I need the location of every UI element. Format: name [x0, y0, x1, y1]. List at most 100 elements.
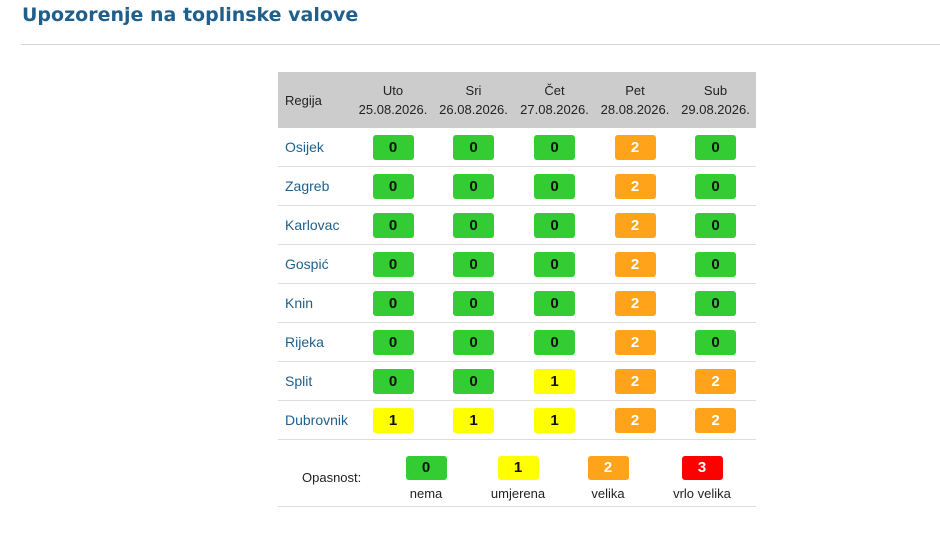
warning-cell: 0 [433, 322, 514, 362]
warning-cell: 0 [675, 128, 756, 167]
warning-cell: 0 [514, 283, 595, 323]
level-badge: 0 [372, 134, 414, 160]
warning-cell: 2 [675, 361, 756, 401]
warning-cell: 1 [514, 361, 595, 401]
level-badge: 1 [534, 407, 575, 433]
region-link[interactable]: Gospić [285, 256, 329, 272]
legend-text: nema [409, 486, 443, 501]
level-badge: 0 [453, 134, 494, 160]
warning-cell: 0 [433, 361, 514, 401]
warning-cell: 2 [595, 128, 675, 167]
warning-cell: 2 [595, 283, 675, 323]
level-badge: 0 [372, 329, 414, 355]
warning-cell: 0 [514, 166, 595, 206]
level-badge: 2 [614, 212, 656, 238]
level-badge: 2 [695, 407, 736, 433]
region-link[interactable]: Dubrovnik [285, 412, 349, 428]
level-badge: 0 [695, 251, 736, 277]
region-cell: Knin [278, 283, 353, 323]
warning-cell: 2 [595, 244, 675, 284]
region-link[interactable]: Karlovac [285, 217, 340, 233]
level-badge: 0 [695, 212, 736, 238]
warning-cell: 0 [675, 244, 756, 284]
day-column-header: Sri 26.08.2026. [433, 72, 514, 128]
level-badge: 0 [695, 290, 736, 316]
warning-cell: 0 [353, 244, 433, 284]
level-badge: 2 [614, 134, 656, 160]
level-badge: 1 [497, 456, 539, 480]
day-column-header: Čet 27.08.2026. [514, 72, 595, 128]
level-badge: 0 [372, 173, 414, 199]
warning-cell: 2 [595, 322, 675, 362]
warning-cell: 1 [433, 400, 514, 440]
level-badge: 0 [372, 368, 414, 394]
warning-cell: 0 [353, 322, 433, 362]
day-name: Pet [625, 83, 645, 98]
table-row: Osijek 0 0 0 2 0 [278, 128, 756, 167]
region-link[interactable]: Split [285, 373, 313, 389]
region-column-header: Regija [278, 72, 353, 128]
region-link[interactable]: Osijek [285, 139, 324, 155]
warning-cell: 0 [675, 322, 756, 362]
level-badge: 0 [534, 212, 575, 238]
level-badge: 0 [453, 251, 494, 277]
region-link[interactable]: Zagreb [285, 178, 330, 194]
day-date: 28.08.2026. [600, 102, 670, 117]
warning-cell: 0 [433, 205, 514, 245]
level-badge: 0 [534, 251, 575, 277]
warning-cell: 2 [595, 400, 675, 440]
level-badge: 0 [405, 456, 447, 480]
table-row: Gospić 0 0 0 2 0 [278, 244, 756, 284]
region-cell: Rijeka [278, 322, 353, 362]
level-badge: 0 [534, 173, 575, 199]
warning-cell: 2 [595, 361, 675, 401]
warning-cell: 0 [514, 244, 595, 284]
level-badge: 0 [453, 368, 494, 394]
warning-cell: 0 [353, 128, 433, 167]
legend-item-moderate: 1 umjerena [473, 456, 563, 501]
legend-text: vrlo velika [673, 486, 731, 501]
level-badge: 2 [587, 456, 629, 480]
warning-cell: 0 [433, 128, 514, 167]
warning-cell: 1 [353, 400, 433, 440]
legend-text: velika [591, 486, 625, 501]
level-badge: 2 [614, 173, 656, 199]
table-header-row: Regija Uto 25.08.2026. Sri 26.08.2026. Čet… [278, 72, 756, 128]
table-row: Dubrovnik 1 1 1 2 2 [278, 400, 756, 440]
day-column-header: Sub 29.08.2026. [675, 72, 756, 128]
day-name: Uto [382, 83, 404, 98]
table-row: Knin 0 0 0 2 0 [278, 283, 756, 323]
level-badge: 2 [695, 368, 736, 394]
region-cell: Dubrovnik [278, 400, 353, 440]
day-column-header: Uto 25.08.2026. [353, 72, 433, 128]
warning-cell: 0 [514, 322, 595, 362]
danger-legend: Opasnost: 0 nema 1 umjerena 2 velika 3 v… [278, 442, 756, 507]
table-row: Karlovac 0 0 0 2 0 [278, 205, 756, 245]
legend-label: Opasnost: [302, 470, 362, 485]
warning-cell: 0 [353, 166, 433, 206]
warning-cell: 0 [433, 244, 514, 284]
day-name: Sri [465, 83, 482, 98]
level-badge: 0 [453, 212, 494, 238]
level-badge: 2 [614, 368, 656, 394]
level-badge: 0 [695, 134, 736, 160]
level-badge: 0 [534, 290, 575, 316]
warning-cell: 0 [353, 205, 433, 245]
day-date: 27.08.2026. [520, 102, 589, 117]
warning-cell: 0 [514, 128, 595, 167]
region-link[interactable]: Rijeka [285, 334, 324, 350]
warning-cell: 2 [595, 166, 675, 206]
region-link[interactable]: Knin [285, 295, 314, 311]
warning-cell: 0 [353, 283, 433, 323]
region-cell: Zagreb [278, 166, 353, 206]
day-date: 29.08.2026. [681, 102, 750, 117]
level-badge: 1 [453, 407, 494, 433]
level-badge: 2 [614, 407, 656, 433]
region-cell: Gospić [278, 244, 353, 284]
day-date: 25.08.2026. [358, 102, 428, 117]
warning-cell: 0 [675, 205, 756, 245]
region-cell: Split [278, 361, 353, 401]
warning-cell: 2 [675, 400, 756, 440]
level-badge: 0 [453, 329, 494, 355]
level-badge: 1 [534, 368, 575, 394]
